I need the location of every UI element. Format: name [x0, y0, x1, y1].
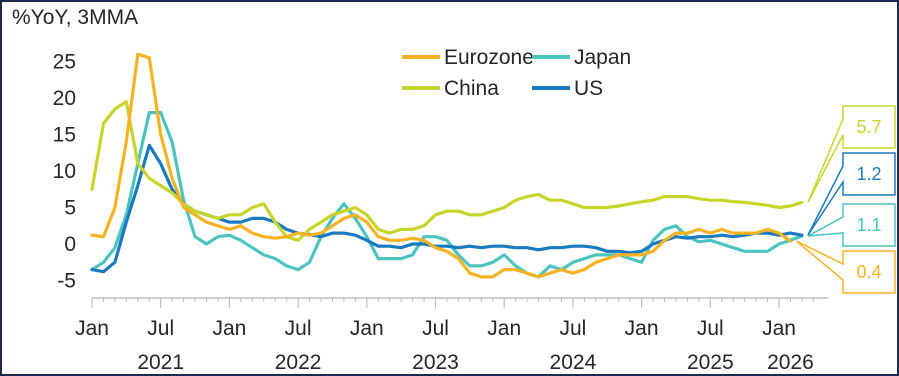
callout-value-us: 1.2 [856, 164, 881, 184]
unit-label: %YoY, 3MMA [12, 6, 139, 29]
x-tick-label: Jan [625, 317, 659, 340]
x-tick-label: Jan [212, 317, 246, 340]
x-tick-label: Jan [75, 317, 109, 340]
x-tick-label: Jan [762, 317, 796, 340]
year-label: 2024 [550, 351, 597, 374]
year-label: 2021 [137, 351, 184, 374]
callout-value-china: 5.7 [856, 117, 881, 137]
callout-box-japan [807, 203, 896, 247]
year-label: 2023 [412, 351, 459, 374]
x-tick-label: Jan [350, 317, 384, 340]
y-tick-label: 5 [64, 197, 76, 220]
legend-label-us: US [574, 77, 603, 100]
x-tick-label: Jul [697, 317, 724, 340]
x-tick-label: Jul [285, 317, 312, 340]
callout-value-eurozone: 0.4 [856, 262, 881, 282]
callout-value-japan: 1.1 [856, 215, 881, 235]
y-tick-label: 15 [53, 124, 76, 147]
callout-box-china [807, 105, 896, 203]
legend-label-eurozone: Eurozone [444, 46, 534, 69]
series-line-china [90, 100, 804, 242]
callout-box-eurozone [795, 240, 896, 294]
year-label: 2022 [275, 351, 322, 374]
y-tick-label: 20 [53, 87, 76, 110]
x-tick-label: Jan [487, 317, 521, 340]
y-tick-label: 0 [64, 233, 76, 256]
legend-label-china: China [444, 77, 499, 100]
y-tick-label: 25 [53, 51, 76, 74]
callout-box-us [807, 152, 896, 236]
year-label: 2025 [687, 351, 734, 374]
legend-label-japan: Japan [574, 46, 631, 69]
x-tick-label: Jul [147, 317, 174, 340]
x-tick-label: Jul [559, 317, 586, 340]
x-tick-label: Jul [422, 317, 449, 340]
y-tick-label: -5 [57, 270, 76, 293]
year-label: 2026 [767, 351, 814, 374]
y-tick-label: 10 [53, 160, 76, 183]
series-line-eurozone [90, 52, 792, 279]
